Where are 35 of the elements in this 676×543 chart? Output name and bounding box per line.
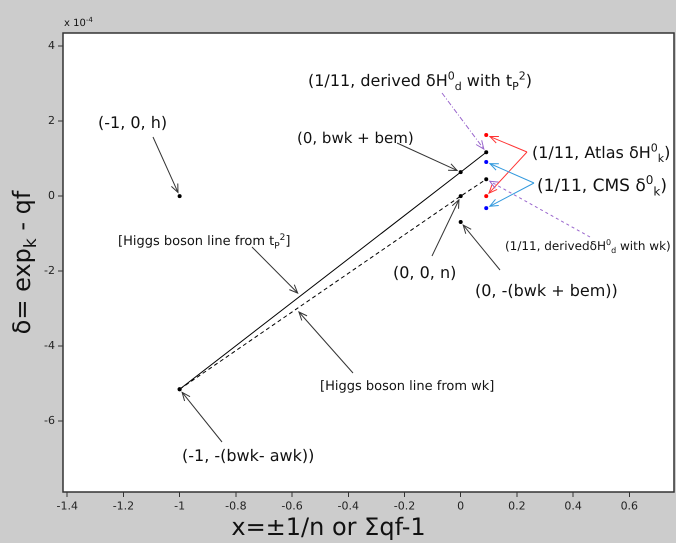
x-tick-label: -1.2 bbox=[112, 499, 134, 512]
point bbox=[484, 160, 488, 164]
annotation: (0, -(bwk + bem)) bbox=[475, 281, 618, 300]
x-tick-label: 0.4 bbox=[564, 499, 582, 512]
point bbox=[458, 220, 463, 224]
point bbox=[484, 206, 488, 210]
x-tick-label: -1 bbox=[174, 499, 186, 512]
annotation: (-1, -(bwk- awk)) bbox=[182, 446, 314, 465]
annotation: [Higgs boson line from wk] bbox=[320, 379, 494, 394]
annotation: (-1, 0, h) bbox=[98, 113, 168, 132]
y-tick-label: 2 bbox=[48, 114, 55, 127]
annotation: (0, bwk + bem) bbox=[297, 129, 414, 147]
y-axis-title: δ= expk - qf bbox=[8, 190, 41, 334]
x-tick-label: 0.6 bbox=[620, 499, 638, 512]
y-tick-label: -6 bbox=[44, 414, 55, 427]
point bbox=[484, 133, 488, 137]
y-tick-label: 0 bbox=[48, 188, 55, 202]
x-tick-label: 0.2 bbox=[508, 499, 526, 512]
point bbox=[484, 194, 488, 198]
x-tick-label: -0.4 bbox=[338, 499, 359, 512]
annotation: (0, 0, n) bbox=[393, 263, 456, 282]
y-tick-label: -2 bbox=[44, 264, 55, 277]
y-tick-label: 4 bbox=[48, 38, 55, 52]
point bbox=[458, 194, 463, 198]
x-axis-title: x=±1/n or Σqf-1 bbox=[231, 513, 426, 541]
x-tick-label: -0.8 bbox=[225, 499, 247, 512]
x-tick-label: -1.4 bbox=[56, 499, 78, 512]
point bbox=[458, 170, 463, 174]
point bbox=[484, 150, 488, 154]
x-tick-label: -0.2 bbox=[394, 499, 416, 512]
y-tick-label: -4 bbox=[44, 338, 55, 352]
point bbox=[178, 194, 182, 198]
point bbox=[484, 177, 488, 182]
x-tick-label: 0 bbox=[457, 499, 464, 512]
x-tick-label: -0.6 bbox=[281, 499, 303, 512]
